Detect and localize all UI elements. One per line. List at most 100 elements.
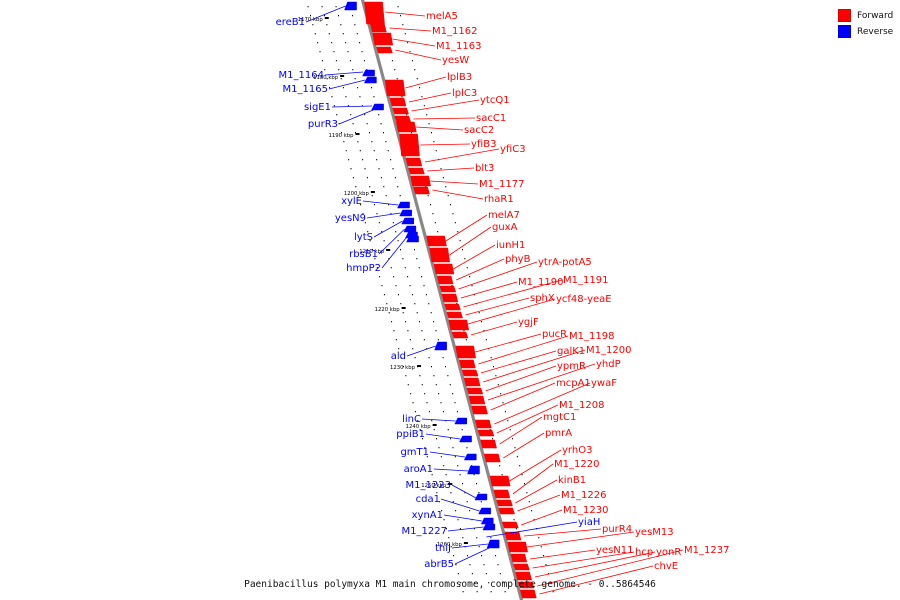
grid-dot bbox=[473, 528, 475, 530]
grid-dot bbox=[397, 186, 399, 188]
grid-dot bbox=[459, 240, 461, 242]
grid-dot bbox=[381, 231, 383, 233]
grid-dot bbox=[405, 321, 407, 323]
grid-dot bbox=[449, 384, 451, 386]
grid-dot bbox=[357, 195, 359, 197]
grid-dot bbox=[333, 105, 335, 107]
grid-dot bbox=[450, 492, 452, 494]
grid-dot bbox=[367, 231, 369, 233]
forward-gene-label: M1_1190 bbox=[518, 277, 563, 288]
forward-gene-block bbox=[468, 395, 486, 405]
grid-dot bbox=[416, 78, 418, 80]
forward-gene-block bbox=[477, 429, 495, 437]
reverse-gene-label: M1_1164 bbox=[279, 70, 324, 81]
grid-dot bbox=[364, 114, 366, 116]
grid-dot bbox=[410, 132, 412, 134]
forward-gene-block bbox=[463, 377, 481, 387]
grid-dot bbox=[450, 546, 452, 548]
leader-line bbox=[463, 279, 563, 308]
forward-gene-block bbox=[480, 439, 497, 449]
grid-dot bbox=[485, 573, 487, 575]
grid-dot bbox=[469, 510, 471, 512]
grid-dot bbox=[366, 177, 368, 179]
leader-line bbox=[458, 261, 538, 290]
grid-dot bbox=[402, 258, 404, 260]
grid-dot bbox=[455, 564, 457, 566]
reverse-gene-label: sigE1 bbox=[304, 102, 331, 113]
grid-dot bbox=[440, 402, 442, 404]
grid-dot bbox=[343, 141, 345, 143]
forward-gene-label: guxA bbox=[492, 222, 518, 233]
grid-dot bbox=[331, 96, 333, 98]
grid-dot bbox=[480, 501, 482, 503]
scale-label: 1210 kbp bbox=[359, 249, 385, 255]
grid-dot bbox=[419, 375, 421, 377]
grid-dot bbox=[490, 537, 492, 539]
grid-dot bbox=[462, 537, 464, 539]
grid-dot bbox=[356, 33, 358, 35]
grid-dot bbox=[412, 402, 414, 404]
leader-line bbox=[480, 350, 557, 374]
grid-dot bbox=[430, 312, 432, 314]
grid-dot bbox=[402, 312, 404, 314]
grid-dot bbox=[512, 438, 514, 440]
forward-gene-label: ygjF bbox=[518, 317, 539, 328]
grid-dot bbox=[547, 573, 549, 575]
grid-dot bbox=[412, 348, 414, 350]
forward-gene-block bbox=[459, 359, 476, 369]
reverse-gene-label: linC bbox=[402, 414, 421, 425]
reverse-gene-label: M1_1165 bbox=[283, 84, 328, 95]
grid-dot bbox=[409, 51, 411, 53]
scale-tick bbox=[370, 191, 375, 193]
leader-line bbox=[453, 244, 496, 270]
grid-dot bbox=[430, 132, 432, 134]
grid-dot bbox=[442, 357, 444, 359]
grid-dot bbox=[417, 420, 419, 422]
grid-dot bbox=[445, 528, 447, 530]
grid-dot bbox=[362, 159, 364, 161]
grid-dot bbox=[329, 87, 331, 89]
grid-dot bbox=[354, 24, 356, 26]
grid-dot bbox=[428, 123, 430, 125]
forward-gene-block bbox=[439, 285, 457, 293]
grid-dot bbox=[450, 204, 452, 206]
reverse-gene-block bbox=[403, 225, 417, 233]
legend-reverse-label: Reverse bbox=[857, 26, 894, 37]
grid-dot bbox=[433, 483, 435, 485]
leader-line bbox=[427, 167, 475, 172]
grid-dot bbox=[438, 393, 440, 395]
leader-line bbox=[532, 551, 635, 569]
grid-dot bbox=[474, 582, 476, 584]
grid-dot bbox=[397, 6, 399, 8]
leader-line bbox=[515, 479, 558, 504]
grid-dot bbox=[314, 33, 316, 35]
reverse-gene-block bbox=[467, 465, 480, 475]
grid-dot bbox=[444, 366, 446, 368]
leader-line bbox=[487, 363, 596, 401]
grid-dot bbox=[414, 69, 416, 71]
leader-line bbox=[406, 345, 436, 357]
reverse-gene-block bbox=[482, 523, 496, 531]
grid-dot bbox=[514, 447, 516, 449]
forward-gene-label: ycf48-yeaE bbox=[556, 294, 612, 305]
forward-gene-label: ytrA-potA5 bbox=[538, 257, 592, 268]
grid-dot bbox=[326, 78, 328, 80]
scale-label: 1220 kbp bbox=[375, 307, 401, 313]
grid-dot bbox=[340, 78, 342, 80]
grid-dot bbox=[364, 222, 366, 224]
grid-dot bbox=[513, 519, 515, 521]
grid-dot bbox=[457, 465, 459, 467]
grid-dot bbox=[461, 249, 463, 251]
grid-dot bbox=[376, 267, 378, 269]
grid-dot bbox=[500, 393, 502, 395]
grid-dot bbox=[461, 429, 463, 431]
grid-dot bbox=[421, 384, 423, 386]
scale-tick bbox=[355, 133, 360, 135]
grid-dot bbox=[324, 69, 326, 71]
grid-dot bbox=[422, 438, 424, 440]
grid-dot bbox=[371, 87, 373, 89]
reverse-gene-label: M1_1223 bbox=[406, 480, 451, 491]
forward-gene-block bbox=[474, 419, 492, 429]
leader-line bbox=[465, 297, 530, 316]
grid-dot bbox=[326, 24, 328, 26]
